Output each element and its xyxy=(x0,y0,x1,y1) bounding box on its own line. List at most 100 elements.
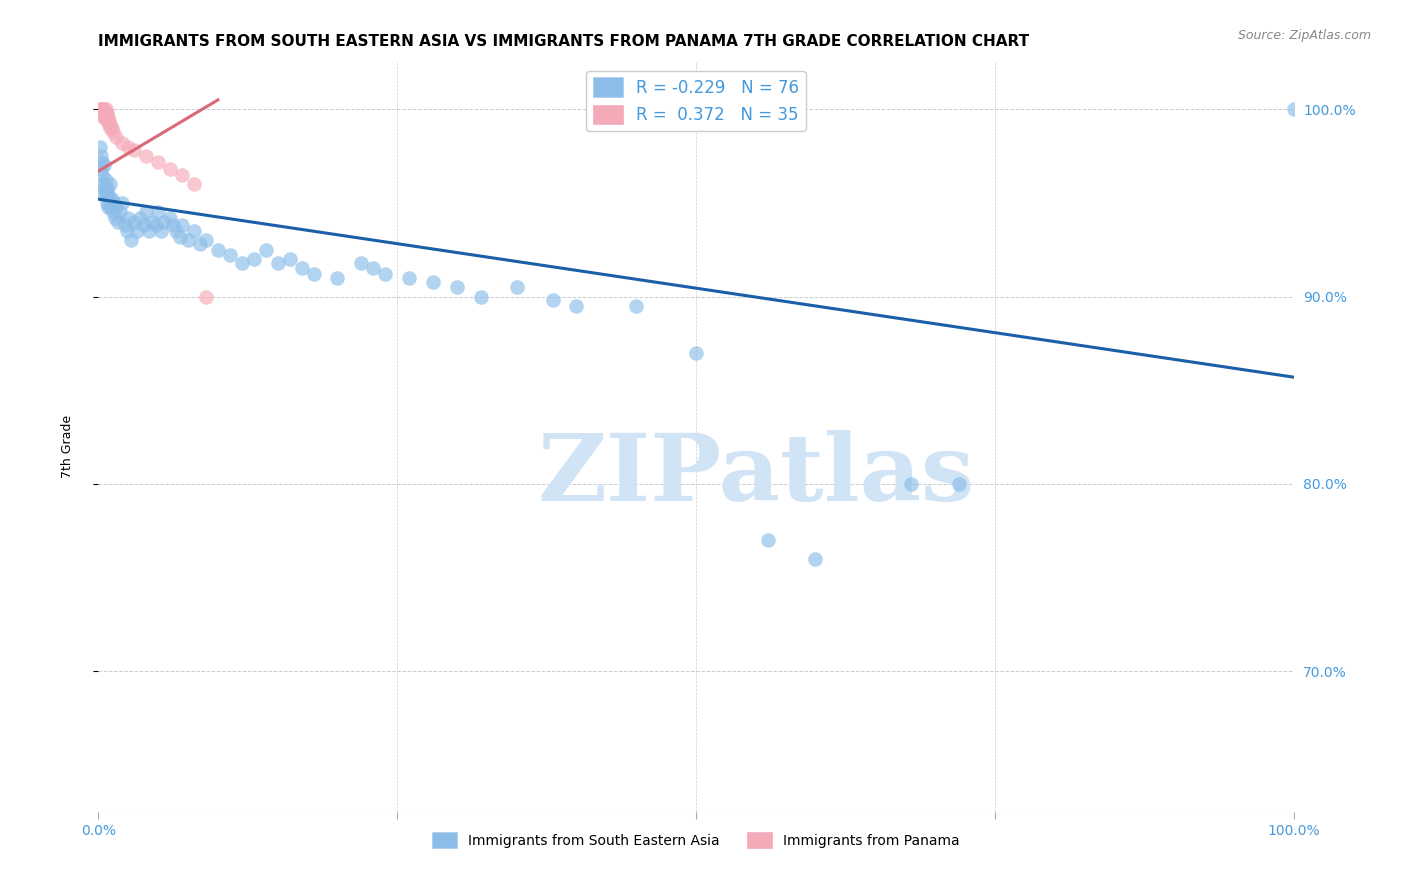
Point xyxy=(159,162,181,177)
Point xyxy=(565,299,588,313)
Point xyxy=(685,345,707,359)
Point xyxy=(506,280,529,294)
Point xyxy=(183,177,205,191)
Point xyxy=(93,110,115,124)
Point xyxy=(149,224,172,238)
Point xyxy=(398,270,420,285)
Point xyxy=(172,219,194,233)
Point xyxy=(145,219,167,233)
Point xyxy=(138,224,160,238)
Point xyxy=(91,168,114,182)
Point xyxy=(104,211,127,225)
Legend: Immigrants from South Eastern Asia, Immigrants from Panama: Immigrants from South Eastern Asia, Immi… xyxy=(426,826,966,854)
Point xyxy=(267,256,290,270)
Point xyxy=(90,149,112,163)
Point xyxy=(117,211,139,225)
Point xyxy=(129,211,152,225)
Point xyxy=(89,102,111,116)
Point xyxy=(374,267,396,281)
Point xyxy=(363,261,385,276)
Point xyxy=(207,243,229,257)
Point xyxy=(135,205,157,219)
Point xyxy=(111,195,134,210)
Point xyxy=(470,289,492,303)
Point xyxy=(98,120,122,135)
Point xyxy=(91,106,114,120)
Point xyxy=(231,256,253,270)
Point xyxy=(115,224,138,238)
Point xyxy=(195,289,218,303)
Point xyxy=(148,154,170,169)
Point xyxy=(117,139,139,153)
Point xyxy=(177,233,200,247)
Point xyxy=(94,106,117,120)
Point xyxy=(98,192,121,206)
Point xyxy=(90,106,112,120)
Point xyxy=(125,224,148,238)
Point xyxy=(422,275,444,289)
Point xyxy=(148,205,170,219)
Point xyxy=(114,219,136,233)
Text: Source: ZipAtlas.com: Source: ZipAtlas.com xyxy=(1237,29,1371,42)
Point xyxy=(153,214,176,228)
Point xyxy=(98,177,122,191)
Point xyxy=(89,139,111,153)
Point xyxy=(900,476,922,491)
Point xyxy=(105,130,128,145)
Point xyxy=(97,186,120,201)
Point xyxy=(96,195,118,210)
Point xyxy=(541,293,564,308)
Point xyxy=(948,476,970,491)
Point xyxy=(326,270,349,285)
Point xyxy=(98,117,122,131)
Point xyxy=(96,106,118,120)
Point xyxy=(165,224,187,238)
Point xyxy=(172,168,194,182)
Point xyxy=(111,136,134,150)
Point xyxy=(446,280,468,294)
Point xyxy=(91,177,114,191)
Point xyxy=(135,149,157,163)
Point xyxy=(219,248,242,262)
Text: ZIPatlas: ZIPatlas xyxy=(537,430,974,519)
Point xyxy=(291,261,314,276)
Point xyxy=(98,113,121,128)
Point xyxy=(96,181,118,195)
Point xyxy=(124,214,146,228)
Point xyxy=(91,186,114,201)
Point xyxy=(93,106,115,120)
Text: IMMIGRANTS FROM SOUTH EASTERN ASIA VS IMMIGRANTS FROM PANAMA 7TH GRADE CORRELATI: IMMIGRANTS FROM SOUTH EASTERN ASIA VS IM… xyxy=(98,34,1029,49)
Point xyxy=(91,102,114,116)
Point xyxy=(98,200,122,214)
Point xyxy=(97,200,120,214)
Point xyxy=(141,214,163,228)
Point xyxy=(94,102,117,116)
Point xyxy=(169,229,191,244)
Point xyxy=(100,192,122,206)
Point xyxy=(195,233,218,247)
Point xyxy=(183,224,205,238)
Point xyxy=(91,110,114,124)
Point xyxy=(97,110,120,124)
Point xyxy=(93,181,115,195)
Text: 7th Grade: 7th Grade xyxy=(60,415,75,477)
Point xyxy=(103,195,125,210)
Point xyxy=(96,113,118,128)
Point xyxy=(108,205,131,219)
Point xyxy=(94,186,117,201)
Point xyxy=(91,102,114,116)
Point xyxy=(98,117,121,131)
Point xyxy=(278,252,301,266)
Point xyxy=(302,267,325,281)
Point xyxy=(97,113,120,128)
Point xyxy=(93,102,115,116)
Point xyxy=(254,243,277,257)
Point xyxy=(804,551,827,566)
Point xyxy=(243,252,266,266)
Point xyxy=(96,110,118,124)
Point xyxy=(90,162,112,177)
Point xyxy=(132,219,155,233)
Point xyxy=(1282,102,1305,116)
Point xyxy=(162,219,184,233)
Point xyxy=(188,237,211,252)
